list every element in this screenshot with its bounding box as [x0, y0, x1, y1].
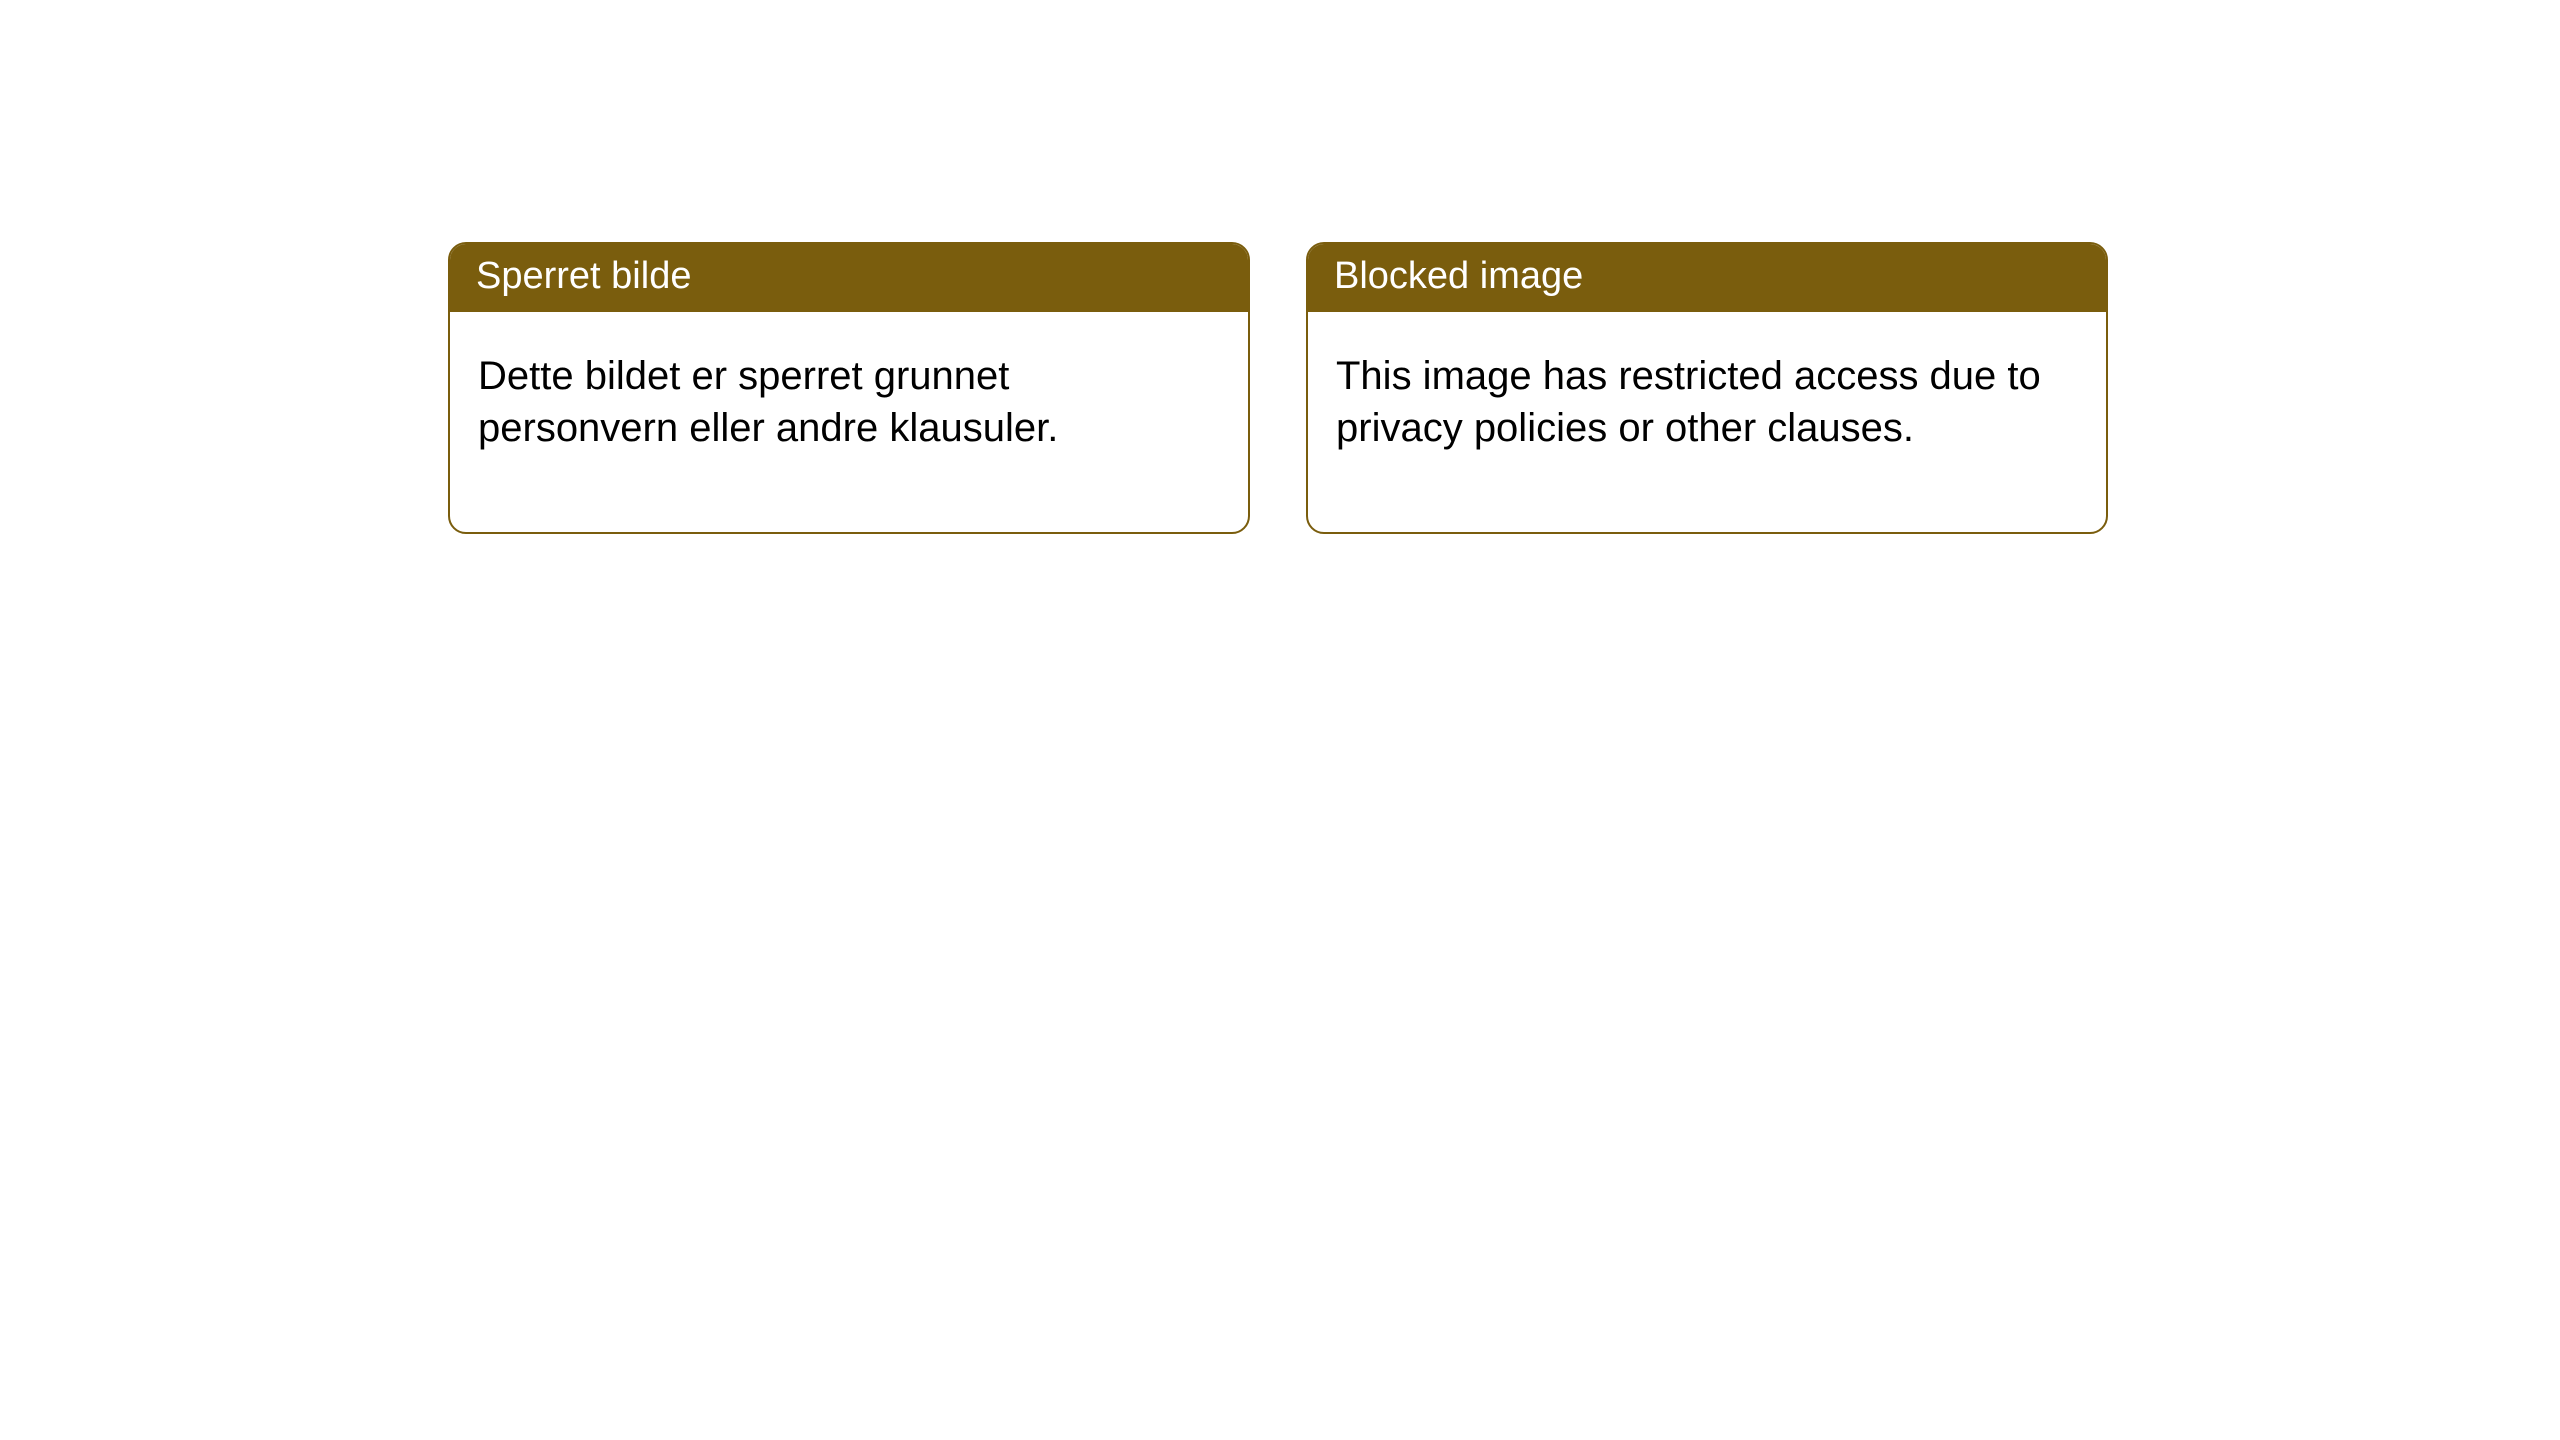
- notice-card-english: Blocked image This image has restricted …: [1306, 242, 2108, 534]
- notice-card-norwegian: Sperret bilde Dette bildet er sperret gr…: [448, 242, 1250, 534]
- notice-header: Sperret bilde: [450, 244, 1248, 312]
- notice-body: Dette bildet er sperret grunnet personve…: [450, 312, 1248, 532]
- notice-container: Sperret bilde Dette bildet er sperret gr…: [0, 0, 2560, 534]
- notice-header: Blocked image: [1308, 244, 2106, 312]
- notice-body: This image has restricted access due to …: [1308, 312, 2106, 532]
